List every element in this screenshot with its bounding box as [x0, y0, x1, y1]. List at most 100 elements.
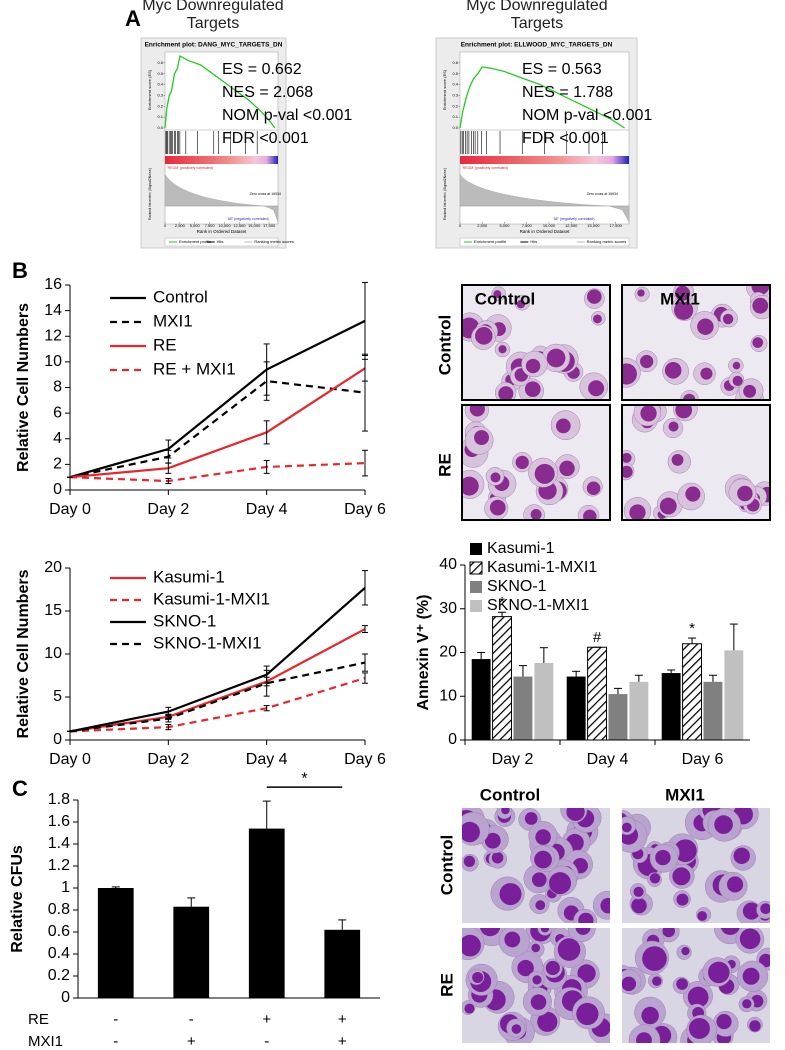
nucleus: [668, 421, 679, 432]
error-bar: [263, 460, 270, 474]
legend-label: Enrichment profile: [179, 239, 212, 244]
nucleus: [474, 327, 493, 345]
x-tick-label: Day 2: [147, 501, 189, 518]
nucleus: [474, 430, 489, 446]
y-axis-label: Enrichment score (ES): [147, 69, 152, 110]
nucleus: [687, 986, 709, 1008]
bar: [608, 694, 628, 740]
nucleus: [733, 847, 750, 865]
nucleus: [586, 481, 601, 496]
pos-label: 'REGM' (positively correlated): [167, 166, 213, 170]
x-tick-label: 2,500: [175, 223, 186, 228]
y-tick-label: 0.1: [157, 114, 163, 119]
gsea-stat: FDR <0.001: [222, 130, 309, 147]
error-bar: [262, 800, 271, 829]
bar: [248, 828, 285, 998]
nucleus: [525, 358, 541, 374]
x-tick-label: 7,500: [205, 223, 216, 228]
nucleus: [662, 928, 675, 938]
micrograph: [462, 405, 603, 520]
nucleus: [739, 928, 761, 950]
y-tick-label: 0.4: [48, 945, 70, 962]
error-bar: [263, 705, 270, 712]
x-row-label: +: [262, 1011, 271, 1028]
gsea-stat: NES = 2.068: [222, 84, 313, 101]
column-label: MXI1: [665, 785, 705, 804]
x-row-label: -: [264, 1033, 269, 1050]
x-tick-label: Day 4: [587, 751, 629, 768]
micrograph: [622, 285, 770, 400]
nucleus: [622, 465, 633, 478]
nucleus: [722, 313, 734, 325]
legend-label: Hits: [217, 239, 224, 244]
nucleus: [674, 285, 691, 301]
bar: [492, 616, 513, 741]
legend-box: [459, 237, 630, 247]
nucleus: [622, 822, 632, 833]
legend-swatch: [470, 581, 482, 593]
legend-label: Kasumi-1-MXI1: [487, 559, 597, 576]
nucleus: [531, 872, 547, 888]
x-tick-label: 12,500: [233, 223, 246, 228]
nucleus: [708, 961, 730, 984]
nucleus: [673, 839, 697, 863]
bar: [97, 888, 134, 998]
es-curve: [459, 66, 625, 129]
nucleus: [641, 1006, 659, 1025]
nucleus: [498, 345, 507, 354]
error-bar: [667, 669, 676, 674]
nucleus: [743, 384, 757, 398]
nucleus: [587, 289, 602, 304]
nucleus: [535, 829, 551, 845]
error-bar: [688, 637, 697, 644]
error-bar: [498, 611, 507, 617]
nucleus: [545, 960, 560, 976]
y-tick-label: 1.2: [48, 857, 70, 874]
x-tick-label: Day 4: [246, 501, 288, 518]
ranking-metric: [459, 173, 630, 223]
micrograph-frame: [461, 404, 611, 521]
annotation: *: [689, 620, 695, 637]
legend-swatch: [470, 600, 482, 612]
error-bar: [477, 652, 486, 660]
y-tick-label: 0.3: [452, 92, 458, 97]
gsea-stat: ES = 0.662: [222, 61, 302, 78]
nucleus: [732, 361, 741, 370]
error-bar: [539, 647, 548, 663]
nucleus: [588, 380, 605, 397]
gsea-plot-title: Enrichment plot: DANG_MYC_TARGETS_DN: [145, 42, 283, 49]
nucleus: [462, 821, 480, 843]
bar: [173, 906, 210, 998]
row-label: RE: [437, 973, 456, 997]
legend-swatch: [469, 561, 483, 575]
nucleus: [676, 893, 689, 906]
y-tick-label: 0.4: [452, 82, 458, 87]
nucleus: [697, 318, 714, 335]
x-row-label: -: [113, 1011, 118, 1028]
nucleus: [652, 976, 662, 986]
nucleus: [655, 849, 671, 866]
error-bar: [165, 724, 172, 731]
column-label: MXI1: [660, 289, 700, 308]
nucleus: [499, 883, 522, 906]
nucleus: [524, 812, 538, 825]
x-tick-label: 12,500: [565, 223, 578, 228]
y-tick-label: 1.6: [48, 813, 70, 830]
y-tick-label: 0.6: [452, 60, 458, 65]
nucleus: [742, 999, 752, 1009]
x-tick-label: Day 0: [49, 751, 91, 768]
nucleus: [633, 886, 644, 897]
nucleus: [557, 938, 581, 961]
rank-colorbar: [165, 156, 278, 164]
gsea-stat: NOM p-val <0.001: [222, 107, 352, 124]
x-tick-label: Day 2: [147, 751, 189, 768]
legend-label: Control: [153, 287, 208, 306]
error-bar: [187, 897, 196, 907]
y-tick-label: 2: [53, 456, 62, 473]
y-tick-label: 0.3: [157, 92, 163, 97]
bar: [703, 681, 723, 740]
error-bar: [338, 919, 347, 930]
nucleus: [640, 405, 657, 422]
nucleus: [697, 911, 708, 921]
